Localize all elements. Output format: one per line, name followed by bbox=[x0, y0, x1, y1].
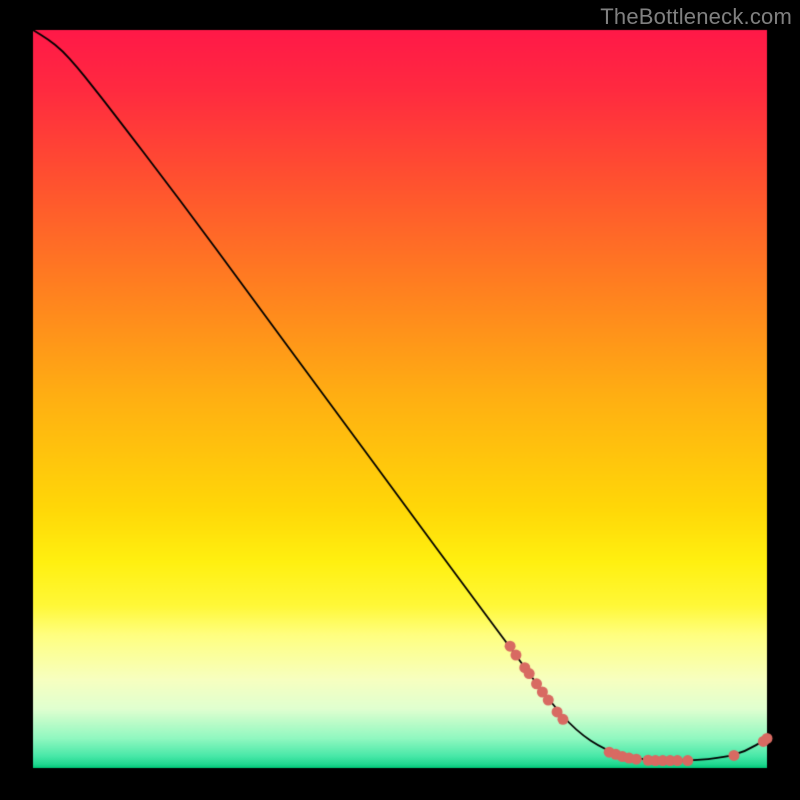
bottleneck-chart-canvas bbox=[0, 0, 800, 800]
watermark-text: TheBottleneck.com bbox=[600, 4, 792, 30]
chart-container: TheBottleneck.com bbox=[0, 0, 800, 800]
